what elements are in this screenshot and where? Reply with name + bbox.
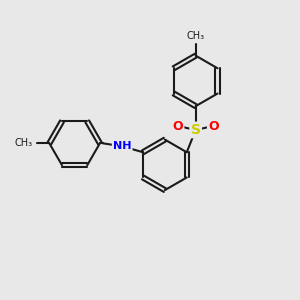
Text: NH: NH — [113, 141, 131, 151]
Text: CH₃: CH₃ — [15, 138, 33, 148]
Text: O: O — [208, 121, 219, 134]
Text: S: S — [191, 123, 201, 137]
Text: O: O — [172, 121, 183, 134]
Text: CH₃: CH₃ — [187, 31, 205, 41]
